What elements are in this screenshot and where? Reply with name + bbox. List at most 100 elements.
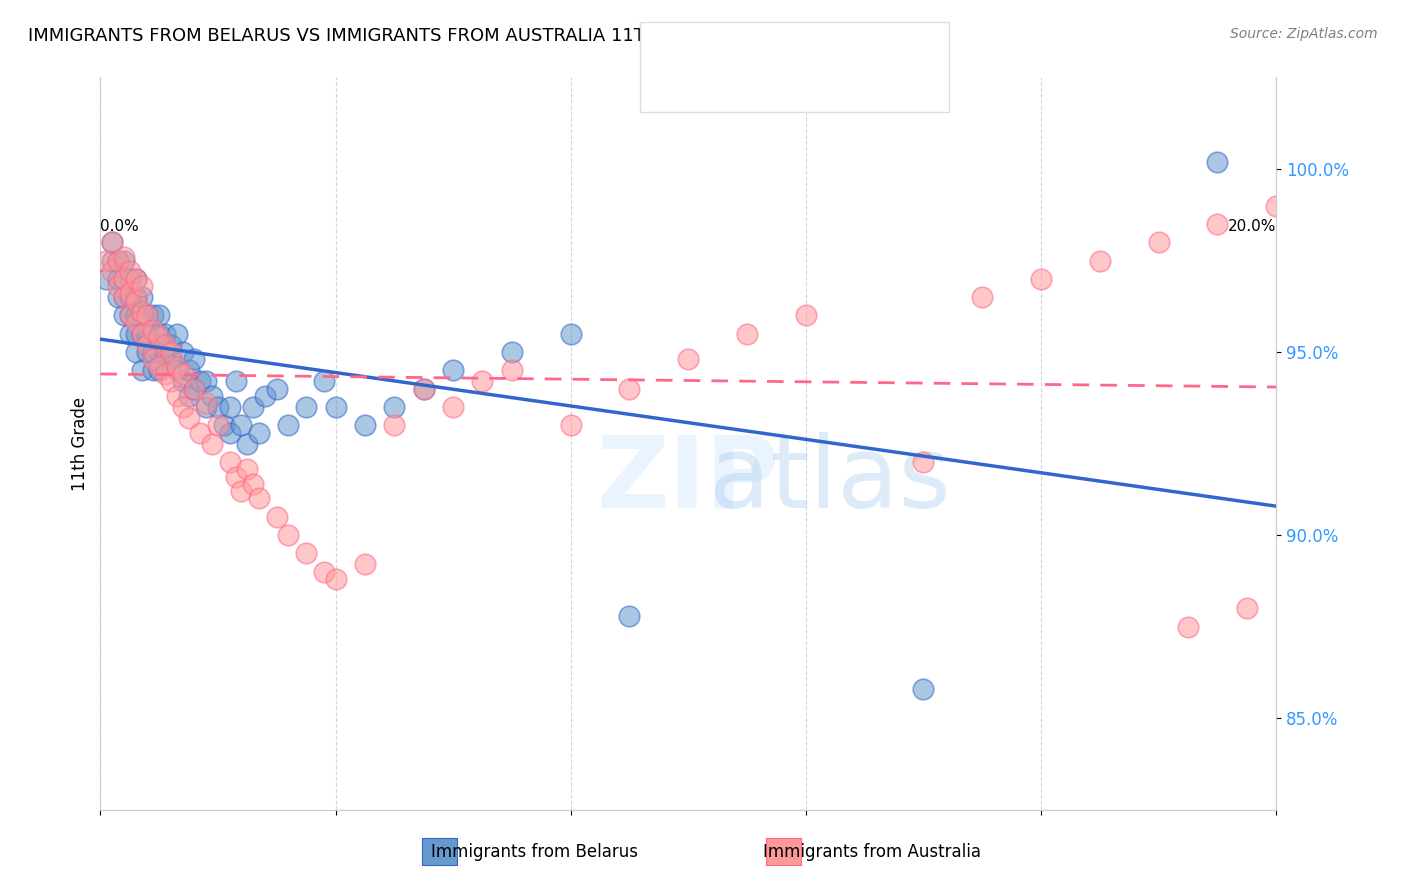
Point — [148, 359, 170, 374]
Point — [325, 400, 347, 414]
Point — [183, 352, 205, 367]
Point — [160, 374, 183, 388]
Point — [112, 290, 135, 304]
Point — [107, 272, 129, 286]
Point — [112, 309, 135, 323]
Text: ZIP: ZIP — [596, 432, 780, 529]
Point — [1206, 154, 1229, 169]
Point — [166, 363, 188, 377]
Text: 0.162: 0.162 — [727, 78, 779, 96]
Point — [148, 345, 170, 359]
Point — [172, 367, 194, 381]
Point — [354, 418, 377, 433]
Point — [1236, 601, 1258, 615]
Point — [412, 382, 434, 396]
Point — [412, 382, 434, 396]
Point — [118, 326, 141, 341]
Point — [325, 572, 347, 586]
Point — [107, 279, 129, 293]
Point — [148, 326, 170, 341]
Point — [231, 418, 253, 433]
Text: Source: ZipAtlas.com: Source: ZipAtlas.com — [1230, 27, 1378, 41]
Point — [96, 272, 118, 286]
Point — [225, 374, 247, 388]
Text: 68: 68 — [820, 78, 842, 96]
Point — [112, 250, 135, 264]
Point — [218, 455, 240, 469]
Point — [131, 309, 153, 323]
Point — [912, 455, 935, 469]
Point — [101, 235, 124, 250]
Point — [131, 326, 153, 341]
Point — [676, 352, 699, 367]
Point — [142, 323, 165, 337]
Point — [242, 400, 264, 414]
Point — [277, 528, 299, 542]
Point — [112, 253, 135, 268]
Point — [153, 345, 176, 359]
Point — [107, 290, 129, 304]
Point — [207, 400, 229, 414]
Point — [172, 400, 194, 414]
Point — [101, 264, 124, 278]
Point — [212, 418, 235, 433]
Point — [1265, 198, 1288, 212]
Text: R =: R = — [693, 38, 730, 56]
Point — [131, 305, 153, 319]
Point — [118, 309, 141, 323]
Point — [112, 290, 135, 304]
Point — [142, 363, 165, 377]
Point — [142, 345, 165, 359]
Point — [96, 253, 118, 268]
Point — [124, 290, 146, 304]
Point — [124, 326, 146, 341]
Point — [166, 359, 188, 374]
Point — [354, 558, 377, 572]
Text: IMMIGRANTS FROM BELARUS VS IMMIGRANTS FROM AUSTRALIA 11TH GRADE CORRELATION CHAR: IMMIGRANTS FROM BELARUS VS IMMIGRANTS FR… — [28, 27, 928, 45]
Point — [118, 286, 141, 301]
Point — [441, 363, 464, 377]
Point — [501, 345, 523, 359]
Point — [735, 326, 758, 341]
Point — [142, 352, 165, 367]
Point — [124, 272, 146, 286]
Point — [1147, 235, 1170, 250]
Point — [312, 374, 335, 388]
Point — [218, 425, 240, 440]
Point — [218, 400, 240, 414]
Point — [124, 345, 146, 359]
Point — [295, 400, 318, 414]
Point — [124, 316, 146, 330]
Point — [231, 484, 253, 499]
Point — [131, 290, 153, 304]
Point — [560, 326, 582, 341]
Point — [136, 326, 159, 341]
Text: N =: N = — [787, 38, 824, 56]
Point — [107, 253, 129, 268]
Point — [131, 279, 153, 293]
Point — [225, 469, 247, 483]
Point — [188, 425, 211, 440]
Point — [266, 382, 288, 396]
Point — [160, 337, 183, 351]
Point — [1029, 272, 1052, 286]
Point — [148, 309, 170, 323]
Point — [153, 326, 176, 341]
Text: Immigrants from Australia: Immigrants from Australia — [762, 843, 981, 861]
Point — [153, 337, 176, 351]
Point — [312, 565, 335, 579]
Point — [160, 345, 183, 359]
Point — [118, 290, 141, 304]
Point — [172, 345, 194, 359]
Point — [1177, 620, 1199, 634]
Point — [118, 272, 141, 286]
Point — [195, 374, 218, 388]
Point — [136, 309, 159, 323]
Point — [112, 272, 135, 286]
Point — [118, 309, 141, 323]
Point — [266, 509, 288, 524]
Point — [619, 382, 641, 396]
Text: Immigrants from Belarus: Immigrants from Belarus — [430, 843, 638, 861]
Point — [183, 382, 205, 396]
Point — [471, 374, 494, 388]
